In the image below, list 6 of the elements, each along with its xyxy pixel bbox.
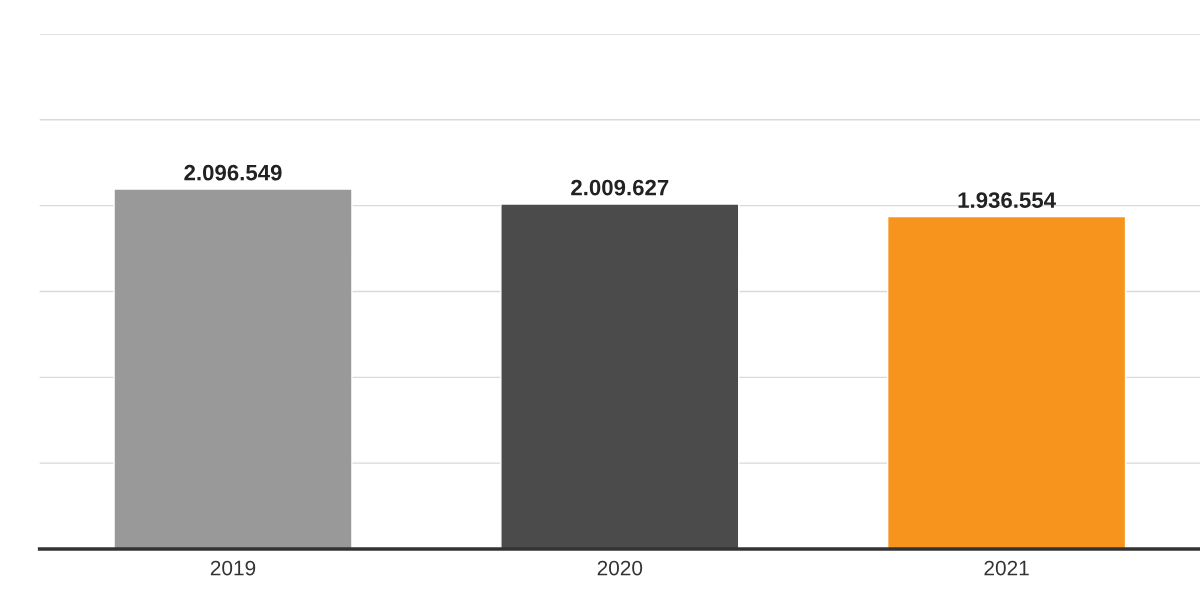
- data-label: 1.936.554: [958, 192, 1056, 209]
- x-tick-label: 2019: [210, 560, 256, 576]
- data-label: 2.096.549: [184, 164, 282, 181]
- data-label: 2.009.627: [571, 179, 669, 196]
- x-tick-label: 2020: [597, 560, 643, 576]
- x-tick-label: 2021: [984, 560, 1029, 576]
